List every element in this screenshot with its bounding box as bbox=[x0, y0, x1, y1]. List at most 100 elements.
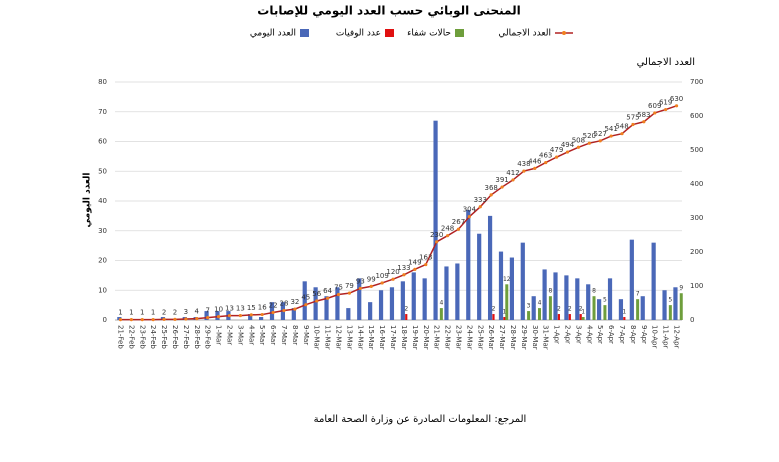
x-tick-label: 10-Apr bbox=[651, 325, 659, 349]
x-tick-label: 3-Apr bbox=[574, 325, 582, 344]
line-marker bbox=[489, 193, 493, 197]
line-marker bbox=[478, 205, 482, 209]
y2-tick-label: 200 bbox=[690, 248, 703, 256]
bar-value-label: 1 bbox=[622, 309, 626, 316]
x-tick-label: 5-Mar bbox=[258, 325, 266, 345]
line-value-label: 248 bbox=[441, 225, 454, 233]
bar-value-label: 4 bbox=[439, 300, 443, 307]
line-value-label: 304 bbox=[463, 206, 477, 214]
bar bbox=[400, 281, 405, 320]
bar bbox=[357, 278, 362, 320]
line-value-label: 1 bbox=[129, 309, 133, 317]
bar bbox=[557, 314, 561, 320]
bar-value-label: 8 bbox=[592, 288, 596, 295]
line-value-label: 149 bbox=[408, 258, 421, 266]
line-marker bbox=[249, 313, 253, 317]
line-marker bbox=[544, 160, 548, 165]
legend-label: حالات شفاء bbox=[407, 29, 451, 39]
line-value-label: 446 bbox=[528, 157, 542, 165]
bar bbox=[668, 305, 672, 320]
bar-value-label: 4 bbox=[538, 300, 542, 307]
line-value-label: 630 bbox=[670, 95, 683, 103]
bar bbox=[487, 215, 493, 320]
line-marker bbox=[631, 122, 635, 127]
line-value-label: 64 bbox=[323, 287, 332, 295]
bar-value-label: 2 bbox=[568, 306, 572, 313]
line-marker bbox=[227, 313, 232, 318]
line-value-label: 1 bbox=[151, 309, 155, 317]
line-value-label: 1 bbox=[118, 309, 122, 317]
line-value-label: 3 bbox=[184, 308, 188, 316]
bar bbox=[679, 293, 683, 320]
line-value-label: 75 bbox=[334, 284, 343, 292]
x-tick-label: 12-Apr bbox=[673, 325, 681, 349]
bar bbox=[509, 257, 514, 320]
line-value-label: 109 bbox=[375, 272, 388, 280]
x-tick-label: 31-Mar bbox=[542, 325, 550, 350]
bar bbox=[607, 278, 613, 320]
x-tick-label: 27-Feb bbox=[182, 325, 190, 349]
line-marker bbox=[151, 318, 155, 322]
x-tick-label: 1-Mar bbox=[215, 325, 223, 345]
line-marker bbox=[653, 111, 657, 115]
y2-tick-label: 700 bbox=[690, 78, 703, 86]
line-marker bbox=[598, 139, 602, 143]
x-tick-label: 4-Mar bbox=[247, 325, 255, 345]
x-tick-label: 3-Mar bbox=[236, 325, 244, 345]
bar-value-label: 3 bbox=[527, 303, 531, 310]
bar bbox=[597, 299, 602, 320]
bar bbox=[564, 275, 569, 320]
line-value-label: 463 bbox=[539, 152, 552, 160]
x-tick-label: 17-Mar bbox=[389, 325, 397, 350]
bar bbox=[259, 317, 264, 320]
bar bbox=[531, 296, 536, 320]
x-tick-label: 16-Mar bbox=[378, 325, 386, 350]
line-value-label: 15 bbox=[247, 304, 256, 312]
line-value-label: 583 bbox=[637, 111, 650, 119]
x-tick-label: 10-Mar bbox=[313, 325, 321, 350]
bar bbox=[302, 281, 307, 320]
x-tick-label: 9-Mar bbox=[302, 325, 310, 345]
bar-value-label: 8 bbox=[548, 288, 552, 295]
line-value-label: 1 bbox=[140, 309, 144, 317]
line-value-label: 13 bbox=[225, 305, 234, 313]
line-marker bbox=[522, 169, 526, 173]
line-value-label: 520 bbox=[583, 132, 596, 140]
x-tick-label: 21-Feb bbox=[116, 325, 124, 349]
bar bbox=[520, 242, 525, 320]
y2-axis-label: العدد الاجمالي bbox=[637, 57, 695, 68]
bar bbox=[636, 299, 640, 320]
legend: العدد اليومي عدد الوفيات حالات شفاء العدد ا… bbox=[250, 29, 573, 39]
bar bbox=[586, 284, 591, 320]
bar bbox=[629, 239, 634, 320]
line-value-label: 133 bbox=[397, 264, 410, 272]
bar-value-label: 1 bbox=[581, 309, 585, 316]
line-marker bbox=[642, 120, 646, 124]
line-marker bbox=[511, 178, 515, 182]
line-value-label: 438 bbox=[517, 160, 530, 168]
line-marker bbox=[674, 104, 679, 108]
line-value-label: 368 bbox=[484, 184, 497, 192]
bar-value-label: 1 bbox=[502, 309, 506, 316]
line-marker bbox=[369, 284, 373, 288]
legend-swatch bbox=[300, 29, 309, 37]
bar bbox=[575, 278, 580, 320]
bar bbox=[548, 296, 552, 320]
bar bbox=[651, 242, 656, 320]
y-tick-label: 70 bbox=[98, 108, 107, 116]
line-value-label: 93 bbox=[356, 277, 365, 285]
line-value-label: 2 bbox=[173, 308, 177, 316]
y2-tick-label: 600 bbox=[690, 112, 703, 120]
bar bbox=[618, 299, 624, 320]
x-tick-label: 19-Mar bbox=[411, 325, 419, 350]
x-tick-label: 20-Mar bbox=[422, 325, 430, 350]
bar bbox=[503, 317, 506, 320]
line-marker bbox=[456, 227, 461, 231]
line-marker bbox=[206, 316, 210, 320]
line-value-label: 548 bbox=[615, 123, 628, 131]
line-marker bbox=[347, 291, 352, 295]
bar bbox=[411, 272, 416, 320]
x-tick-label: 5-Apr bbox=[596, 325, 604, 344]
line-marker bbox=[380, 281, 384, 285]
bar bbox=[466, 209, 471, 320]
